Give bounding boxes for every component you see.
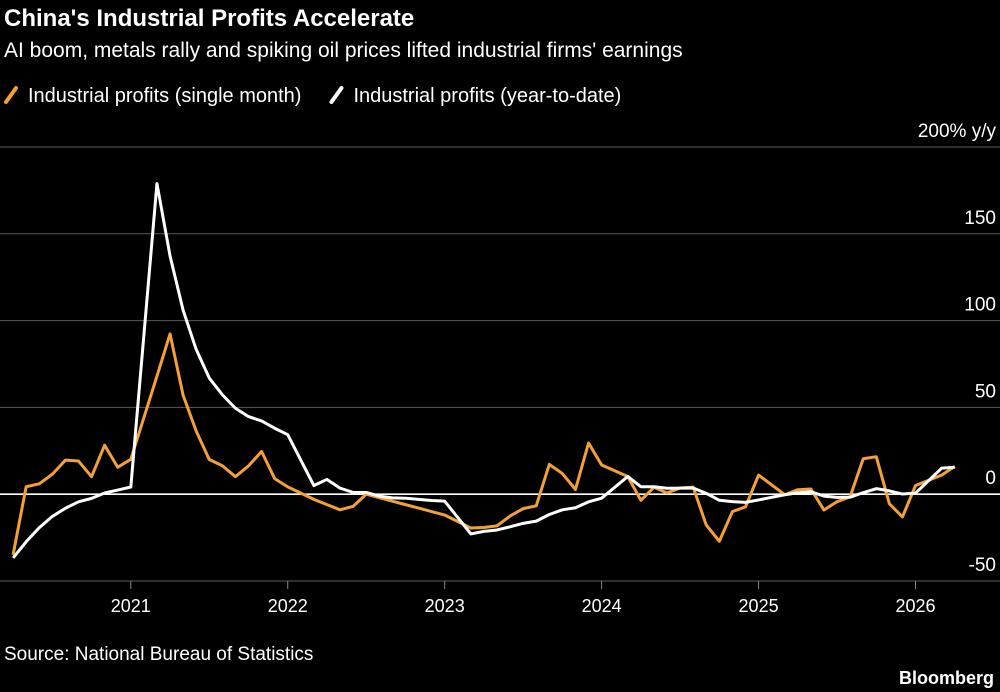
x-tick-label: 2023 xyxy=(425,596,465,616)
credit: Bloomberg xyxy=(899,668,994,688)
source-note: Source: National Bureau of Statistics xyxy=(4,644,313,665)
y-tick-label: 0 xyxy=(985,468,996,489)
legend: Industrial profits (single month) Industr… xyxy=(4,85,621,107)
x-tick-label: 2022 xyxy=(268,596,308,616)
y-tick-label: 200% y/y xyxy=(918,121,997,142)
y-tick-label: 150 xyxy=(964,208,996,229)
y-tick-label: -50 xyxy=(969,555,996,576)
legend-swatch xyxy=(329,86,344,104)
chart-title: China's Industrial Profits Accelerate xyxy=(4,5,414,32)
legend-label: Industrial profits (year-to-date) xyxy=(353,85,621,107)
x-tick-label: 2024 xyxy=(582,596,622,616)
legend-swatch xyxy=(4,86,18,104)
x-tick-label: 2026 xyxy=(896,596,936,616)
series-line xyxy=(11,332,956,556)
series-line xyxy=(11,182,955,559)
x-tick-label: 2025 xyxy=(739,596,779,616)
y-tick-label: 100 xyxy=(964,295,996,316)
legend-label: Industrial profits (single month) xyxy=(28,85,301,107)
chart-subtitle: AI boom, metals rally and spiking oil pr… xyxy=(4,39,683,62)
x-tick-label: 2021 xyxy=(111,596,151,616)
y-tick-label: 50 xyxy=(975,381,996,402)
